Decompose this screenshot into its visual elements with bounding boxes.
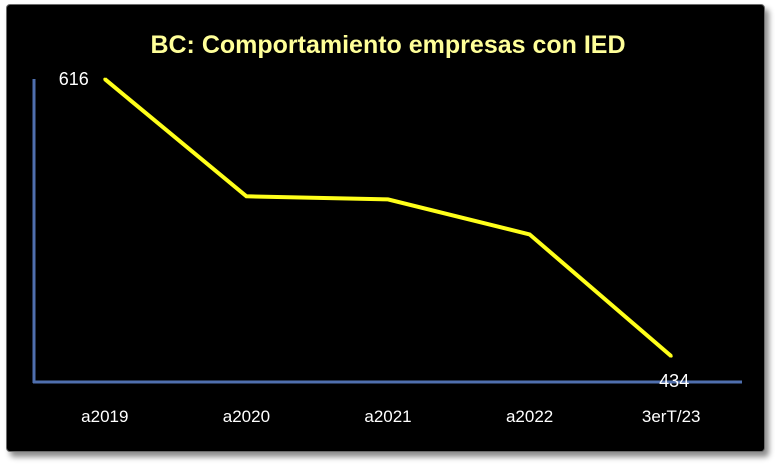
data-label-0: 616 xyxy=(59,69,89,89)
x-tick-label-1: a2020 xyxy=(223,407,270,426)
chart-frame xyxy=(6,4,765,452)
x-tick-label-0: a2019 xyxy=(81,407,128,426)
data-labels: 616 434 xyxy=(59,69,689,391)
x-tick-label-3: a2022 xyxy=(506,407,553,426)
data-point-0 xyxy=(103,77,107,81)
series-line-0 xyxy=(103,77,673,358)
data-point-4 xyxy=(669,354,673,358)
data-label-4: 434 xyxy=(659,371,689,391)
x-tick-label-4: 3erT/23 xyxy=(642,407,701,426)
data-point-2 xyxy=(386,197,390,201)
data-point-1 xyxy=(244,194,248,198)
series-group xyxy=(103,77,673,358)
data-point-3 xyxy=(528,232,532,236)
chart-title: BC: Comportamiento empresas con IED xyxy=(150,31,625,59)
x-tick-label-2: a2021 xyxy=(364,407,411,426)
x-axis-ticks: a2019 a2020 a2021 a2022 3erT/23 xyxy=(81,407,700,426)
